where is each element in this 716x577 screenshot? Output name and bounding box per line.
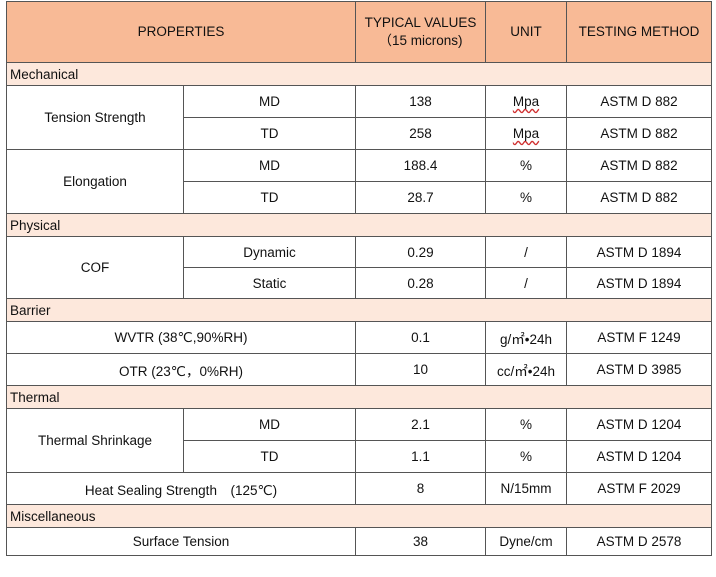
value-cell: 0.1 xyxy=(355,321,486,354)
unit-cell: % xyxy=(485,181,567,214)
value-cell: 258 xyxy=(355,117,486,150)
property-label-otr: OTR (23℃，0%RH) xyxy=(6,353,356,386)
method-cell: ASTM F 2029 xyxy=(566,472,712,505)
table-row: TD 258 Mpa ASTM D 882 xyxy=(7,117,712,150)
method-cell: ASTM D 882 xyxy=(566,85,712,118)
unit-cell: g/㎡•24h xyxy=(485,321,567,354)
direction-cell: Static xyxy=(183,267,356,299)
unit-cell: Mpa xyxy=(485,85,567,118)
value-cell: 188.4 xyxy=(355,149,486,182)
method-cell: ASTM D 1204 xyxy=(566,440,712,473)
property-label-elongation: Elongation xyxy=(6,149,184,214)
section-label-thermal: Thermal xyxy=(6,385,712,409)
property-label-surface-tension: Surface Tension xyxy=(6,527,356,556)
header-typical-values-title: TYPICAL VALUES xyxy=(364,15,477,30)
direction-cell: TD xyxy=(183,117,356,150)
header-properties: PROPERTIES xyxy=(6,1,356,63)
properties-table: PROPERTIES TYPICAL VALUES （15 microns) U… xyxy=(6,1,712,556)
table-row: TD 28.7 % ASTM D 882 xyxy=(7,181,712,214)
unit-cell: % xyxy=(485,440,567,473)
section-row-physical: Physical xyxy=(6,213,712,237)
value-cell: 10 xyxy=(355,353,486,386)
direction-cell: TD xyxy=(183,440,356,473)
header-unit: UNIT xyxy=(485,1,567,63)
unit-cell: Dyne/cm xyxy=(485,527,567,556)
direction-cell: MD xyxy=(183,149,356,182)
table-row: OTR (23℃，0%RH) 10 cc/㎡•24h ASTM D 3985 xyxy=(6,353,712,386)
value-cell: 28.7 xyxy=(355,181,486,214)
method-cell: ASTM D 1894 xyxy=(566,236,712,268)
unit-cell: / xyxy=(485,267,567,299)
table-header-row: PROPERTIES TYPICAL VALUES （15 microns) U… xyxy=(6,1,712,63)
table-row: WVTR (38℃,90%RH) 0.1 g/㎡•24h ASTM F 1249 xyxy=(6,321,712,354)
method-cell: ASTM D 3985 xyxy=(566,353,712,386)
unit-text: Mpa xyxy=(512,126,540,141)
header-typical-values-thickness: （15 microns) xyxy=(378,33,463,48)
property-label-heat-sealing-strength: Heat Sealing Strength (125℃) xyxy=(6,472,356,505)
direction-cell: MD xyxy=(183,85,356,118)
property-label-tension-strength: Tension Strength xyxy=(6,85,184,150)
unit-text: Mpa xyxy=(512,94,540,109)
method-cell: ASTM D 1894 xyxy=(566,267,712,299)
section-row-barrier: Barrier xyxy=(6,298,712,322)
unit-cell: % xyxy=(485,408,567,441)
table-row: Elongation MD 188.4 % ASTM D 882 xyxy=(6,149,712,214)
table-row: Tension Strength MD 138 Mpa ASTM D 882 xyxy=(6,85,712,150)
value-cell: 138 xyxy=(355,85,486,118)
value-cell: 0.29 xyxy=(355,236,486,268)
table-row: Thermal Shrinkage MD 2.1 % ASTM D 1204 xyxy=(6,408,712,473)
unit-cell: % xyxy=(485,149,567,182)
method-cell: ASTM D 882 xyxy=(566,117,712,150)
value-cell: 1.1 xyxy=(355,440,486,473)
direction-cell: MD xyxy=(183,408,356,441)
value-cell: 0.28 xyxy=(355,267,486,299)
header-typical-values: TYPICAL VALUES （15 microns) xyxy=(355,1,486,63)
value-cell: 2.1 xyxy=(355,408,486,441)
section-label-mechanical: Mechanical xyxy=(6,62,712,86)
table-row: COF Dynamic 0.29 / ASTM D 1894 xyxy=(6,236,712,299)
direction-cell: Dynamic xyxy=(183,236,356,268)
table-row: Surface Tension 38 Dyne/cm ASTM D 2578 xyxy=(6,527,712,556)
section-row-mechanical: Mechanical xyxy=(6,62,712,86)
section-row-miscellaneous: Miscellaneous xyxy=(6,504,712,528)
property-label-thermal-shrinkage: Thermal Shrinkage xyxy=(6,408,184,473)
unit-cell: N/15mm xyxy=(485,472,567,505)
header-testing-method: TESTING METHOD xyxy=(566,1,712,63)
method-cell: ASTM D 2578 xyxy=(566,527,712,556)
method-cell: ASTM F 1249 xyxy=(566,321,712,354)
direction-cell: TD xyxy=(183,181,356,214)
table-row: Heat Sealing Strength (125℃) 8 N/15mm AS… xyxy=(6,472,712,505)
method-cell: ASTM D 882 xyxy=(566,181,712,214)
value-cell: 8 xyxy=(355,472,486,505)
method-cell: ASTM D 1204 xyxy=(566,408,712,441)
section-label-physical: Physical xyxy=(6,213,712,237)
value-cell: 38 xyxy=(355,527,486,556)
table-row: Static 0.28 / ASTM D 1894 xyxy=(7,267,712,299)
section-label-miscellaneous: Miscellaneous xyxy=(6,504,712,528)
section-label-barrier: Barrier xyxy=(6,298,712,322)
property-label-wvtr: WVTR (38℃,90%RH) xyxy=(6,321,356,354)
section-row-thermal: Thermal xyxy=(6,385,712,409)
unit-cell: / xyxy=(485,236,567,268)
method-cell: ASTM D 882 xyxy=(566,149,712,182)
property-label-cof: COF xyxy=(6,236,184,299)
unit-cell: Mpa xyxy=(485,117,567,150)
unit-cell: cc/㎡•24h xyxy=(485,353,567,386)
spec-table-container: PROPERTIES TYPICAL VALUES （15 microns) U… xyxy=(6,1,712,556)
